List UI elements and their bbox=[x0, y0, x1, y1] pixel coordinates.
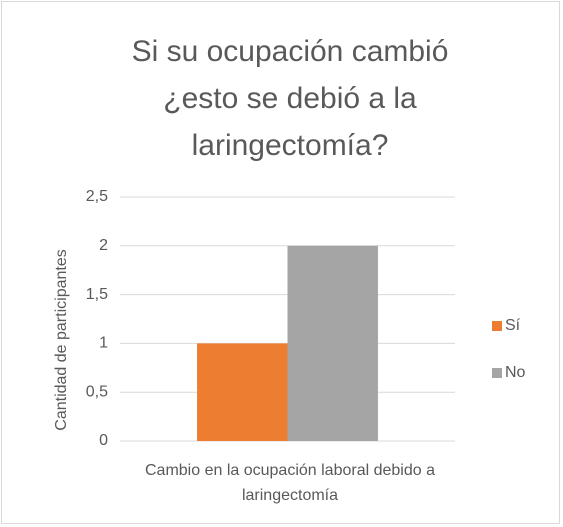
legend-label: Sí bbox=[505, 317, 521, 334]
y-tick-label: 0 bbox=[99, 432, 108, 449]
legend-swatch bbox=[492, 321, 502, 331]
legend-swatch bbox=[492, 368, 502, 378]
bar bbox=[197, 343, 288, 441]
y-tick-label: 0,5 bbox=[86, 383, 108, 400]
bar bbox=[287, 245, 378, 441]
y-tick-label: 2 bbox=[99, 237, 108, 254]
chart-title: Si su ocupación cambió ¿esto se debió a … bbox=[131, 35, 449, 162]
y-axis-label: Cantidad de participantes bbox=[53, 249, 70, 430]
y-tick-label: 1 bbox=[99, 335, 108, 352]
y-tick-label: 2,5 bbox=[86, 188, 108, 205]
x-tick-label: Cambio en la ocupación laboral debido a … bbox=[145, 462, 435, 504]
y-tick-label: 1,5 bbox=[86, 286, 108, 303]
legend-label: No bbox=[505, 364, 526, 381]
